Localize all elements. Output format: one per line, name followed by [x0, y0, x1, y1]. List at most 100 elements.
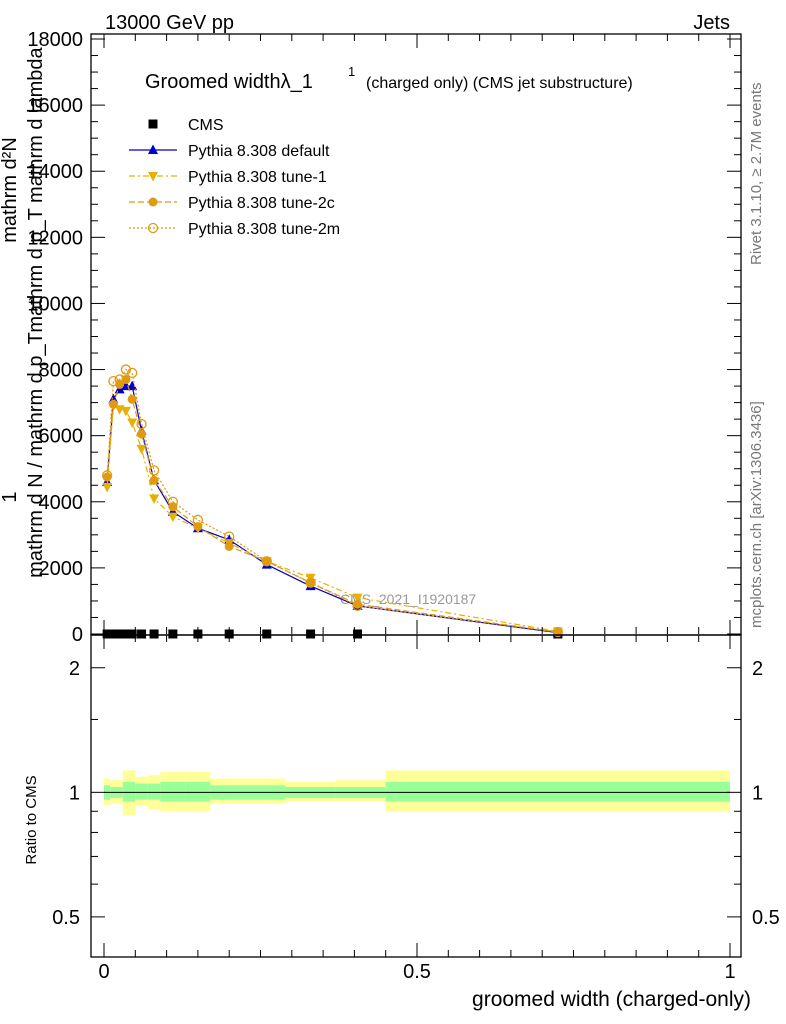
legend-label: Pythia 8.308 default [188, 143, 330, 160]
data-point [148, 465, 160, 476]
legend-label: Pythia 8.308 tune-2m [188, 221, 340, 238]
ratio-inner-band-7 [185, 781, 211, 802]
ratio-ytick-label-right: 2 [752, 658, 763, 680]
xtick-label: 0 [98, 961, 109, 983]
data-point [224, 541, 234, 551]
data-point [114, 374, 125, 385]
title-sup: 1 [348, 64, 355, 79]
series-line [106, 404, 558, 632]
main-ytick-label: 16000 [27, 95, 83, 117]
ylabel-prefactor-den: mathrm d N / mathrm d p_T [25, 332, 47, 578]
data-point [149, 494, 160, 504]
data-point [553, 627, 563, 637]
data-point [127, 367, 138, 379]
ratio-panel-frame [90, 634, 742, 958]
data-point [136, 444, 147, 455]
series-4 [101, 364, 563, 638]
data-point [108, 399, 118, 409]
data-point [108, 375, 119, 387]
legend-label: CMS [188, 117, 224, 134]
data-point [127, 380, 138, 391]
x-axis-label: groomed width (charged-only) [472, 988, 751, 1011]
xtick-label: 0.5 [403, 961, 431, 983]
data-point [127, 394, 137, 404]
data-point [192, 514, 204, 526]
main-ytick-label: 2000 [39, 558, 84, 580]
ratio-inner-band-6 [160, 781, 186, 802]
title-note: (charged only) (CMS jet substructure) [366, 75, 633, 92]
data-point [115, 629, 125, 639]
legend-entry: Pythia 8.308 tune-2m [129, 221, 340, 238]
data-point [552, 626, 563, 638]
series-2 [102, 401, 563, 637]
ratio-inner-band-5 [147, 783, 161, 800]
legend-marker [148, 144, 158, 154]
xtick-label: 1 [724, 961, 735, 983]
main-ytick-label: 12000 [27, 227, 83, 249]
data-point [101, 470, 113, 481]
data-point [149, 475, 159, 485]
data-point [167, 496, 179, 507]
data-point [121, 629, 131, 639]
legend-entry: CMS [148, 117, 224, 134]
data-point [168, 629, 178, 639]
data-point [136, 418, 147, 430]
legend-label: Pythia 8.308 tune-1 [188, 169, 327, 186]
main-ytick-label: 14000 [27, 161, 83, 183]
energy-label: 13000 GeV pp [105, 12, 234, 34]
data-point [127, 629, 137, 639]
data-point [167, 512, 178, 523]
legend-entry: Pythia 8.308 default [129, 143, 330, 160]
ylabel-denominator: mathrm d p_T mathrm d lambda [25, 46, 47, 332]
legend-marker [148, 172, 158, 182]
data-point [120, 406, 131, 417]
data-point [262, 629, 272, 639]
legend-marker [148, 197, 158, 207]
legend-entry: Pythia 8.308 tune-2c [129, 195, 335, 212]
axis-ticks: 0 2000 4000 6000 8000 10000 12000 14000 16000 180… [27, 29, 779, 983]
data-point [149, 629, 159, 639]
ratio-ytick-label: 0.5 [52, 907, 80, 929]
legend-marker [148, 119, 158, 129]
main-ytick-label: 6000 [39, 426, 84, 448]
data-point [102, 482, 113, 493]
data-point [120, 364, 132, 375]
data-point [137, 629, 147, 639]
main-ytick-label: 4000 [39, 492, 84, 514]
jets-label: Jets [693, 12, 730, 34]
ratio-bands [104, 770, 730, 816]
main-y-label: 1 mathrm d N / mathrm d p_T mathrm d²N m… [0, 46, 47, 577]
data-point [305, 577, 316, 588]
data-point [224, 531, 235, 542]
analysis-watermark: CMS_2021_I1920187 [340, 591, 476, 607]
data-point [261, 556, 272, 567]
main-ytick-label: 8000 [39, 360, 84, 382]
ratio-ytick-label: 1 [69, 782, 80, 804]
legend-marker [147, 222, 159, 234]
ratio-y-label: Ratio to CMS [23, 775, 40, 864]
data-point [108, 629, 118, 639]
series-line [106, 368, 558, 633]
legend-entry: Pythia 8.308 tune-1 [129, 169, 327, 186]
title-main: Groomed widthλ_1 [145, 71, 313, 93]
legend-label: Pythia 8.308 tune-2c [188, 195, 335, 212]
ratio-inner-band-12 [385, 781, 730, 802]
data-point [137, 429, 147, 439]
mcplots-label: mcplots.cern.ch [arXiv:1306.3436] [748, 401, 765, 628]
main-ytick-label: 18000 [27, 29, 83, 51]
data-point [306, 629, 316, 639]
ratio-ytick-label: 2 [69, 658, 80, 680]
main-series-layer [101, 364, 563, 639]
legend: CMS Pythia 8.308 default Pythia 8.308 tune… [129, 117, 340, 238]
ratio-inner-band-3 [122, 781, 136, 802]
data-point [102, 629, 112, 639]
main-ytick-label: 10000 [27, 293, 83, 315]
main-ytick-label: 0 [72, 624, 83, 646]
data-point [127, 418, 138, 428]
data-point [352, 600, 363, 612]
ratio-ytick-label-right: 1 [752, 782, 763, 804]
data-point [262, 556, 272, 566]
ylabel-prefactor: 1 [0, 491, 21, 502]
ratio-inner-band-4 [135, 783, 148, 800]
